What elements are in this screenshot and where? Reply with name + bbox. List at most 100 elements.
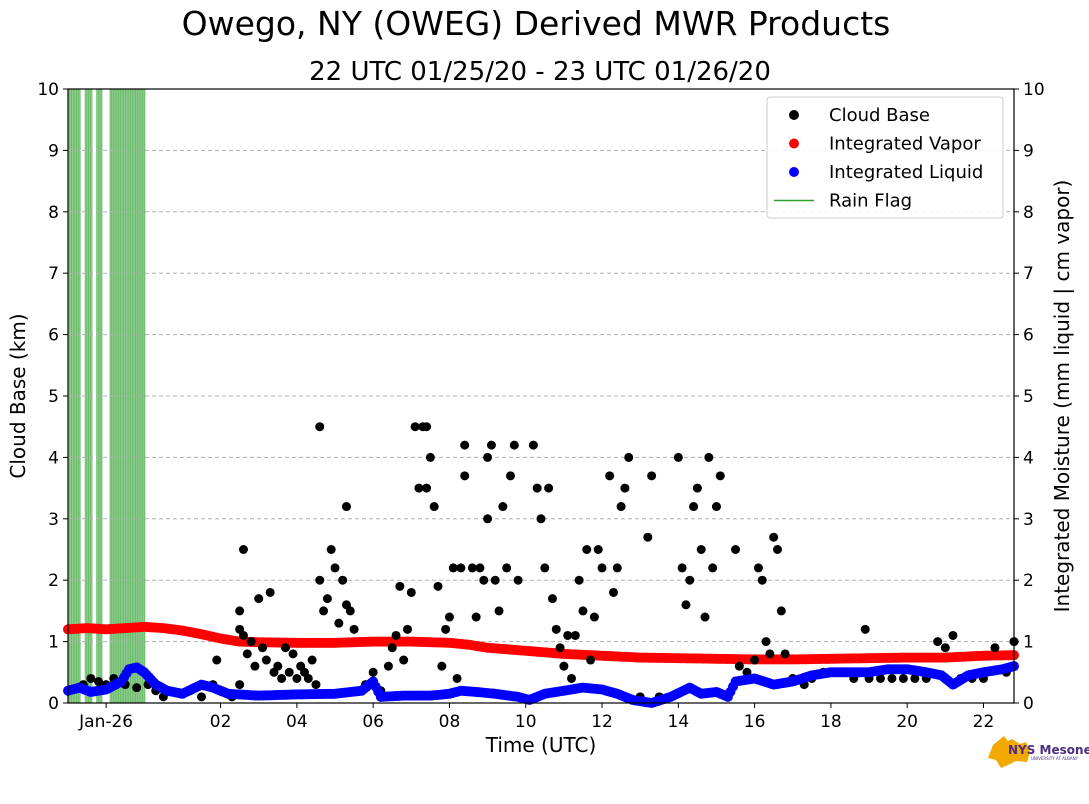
cloud-base-point [311,680,321,690]
cloud-base-point [685,575,695,585]
y-tick-label-right: 2 [1023,571,1034,591]
y-tick-label-left: 0 [48,694,59,714]
x-tick-label: 12 [591,712,613,732]
cloud-base-point [620,483,630,493]
cloud-base-point [437,661,447,671]
cloud-base-point [444,612,454,622]
cloud-base-point [322,594,332,604]
cloud-base-point [387,643,397,653]
cloud-base-point [197,692,207,702]
cloud-base-point [433,581,443,591]
y-ticks-right: 0 1 2 3 4 5 6 7 8 9 10 [1014,80,1045,714]
cloud-base-point [597,563,607,573]
integrated-vapor-series [63,621,1019,665]
cloud-base-point [494,606,504,616]
y-tick-label-left: 1 [48,633,59,653]
cloud-base-point [586,655,596,665]
legend-label: Rain Flag [829,191,912,212]
cloud-base-point [425,452,435,462]
y-tick-label-right: 10 [1023,80,1045,100]
cloud-base-point [551,624,561,634]
cloud-base-point [898,673,908,683]
cloud-base-point [734,661,744,671]
cloud-base-point [509,440,519,450]
x-tick-label: 08 [439,712,461,732]
cloud-base-point [448,563,458,573]
cloud-base-point [277,673,287,683]
cloud-base-point [406,587,416,597]
cloud-base-point [238,545,248,554]
logo-text: NYS Mesonet [1008,743,1089,757]
cloud-base-point [422,422,432,432]
cloud-base-point [86,673,96,683]
cloud-base-point [460,471,470,481]
cloud-base-point [483,452,493,462]
cloud-base-point [265,587,275,597]
cloud-base-point [647,471,657,481]
y-ticks-left: 0 1 2 3 4 5 6 7 8 9 10 [37,80,68,714]
cloud-base-point [402,624,412,634]
y-tick-label-right: 0 [1023,694,1034,714]
y-tick-label-left: 8 [48,203,59,223]
cloud-base-point [692,483,702,493]
cloud-base-point [605,471,615,481]
cloud-base-point [940,643,950,653]
legend: Cloud Base Integrated Vapor Integrated Liq… [766,96,1004,219]
cloud-base-point [452,673,462,683]
y-tick-label-left: 4 [48,448,59,468]
cloud-base-point [677,563,687,573]
cloud-base-point [250,661,260,671]
x-tick-label: 22 [973,712,995,732]
legend-box [766,96,1004,219]
cloud-base-point [681,600,691,610]
cloud-base-point [776,606,786,616]
legend-label: Integrated Vapor [829,134,981,155]
x-tick-label: 10 [515,712,537,732]
cloud-base-point [643,532,653,542]
cloud-base-point [410,422,420,432]
x-tick-label: 20 [896,712,918,732]
y-tick-label-right: 7 [1023,264,1034,284]
cloud-base-point [395,581,405,591]
cloud-base-point [490,575,500,585]
x-tick-label: 18 [820,712,842,732]
cloud-base-point [948,630,958,640]
y-axis-label-right: Integrated Moisture (mm liquid | cm vapo… [1050,180,1074,613]
cloud-base-point [574,575,584,585]
cloud-base-point [475,563,485,573]
cloud-base-point [582,545,592,554]
y-tick-label-left: 5 [48,387,59,407]
cloud-base-point [769,532,779,542]
cloud-base-point [696,545,706,554]
y-tick-label-right: 6 [1023,326,1034,346]
y-tick-label-right: 5 [1023,387,1034,407]
cloud-base-point [345,606,355,616]
cloud-base-point [578,606,588,616]
cloud-base-point [616,502,626,512]
y-tick-label-right: 4 [1023,448,1034,468]
cloud-base-point [624,452,634,462]
cloud-base-point [341,502,351,512]
cloud-base-point [887,673,897,683]
cloud-base-point [235,680,245,690]
cloud-base-point [505,471,515,481]
cloud-base-point [212,655,222,665]
cloud-base-point [246,637,256,647]
x-ticks: Jan-26 02 04 06 08 10 12 14 16 18 20 22 [78,703,994,732]
cloud-base-point [414,483,424,493]
cloud-base-point [589,612,599,622]
cloud-base-point [536,514,546,524]
cloud-base-point [715,471,725,481]
y-tick-label-right: 8 [1023,203,1034,223]
x-tick-label: 16 [744,712,766,732]
cloud-base-point [242,649,252,659]
y-tick-label-left: 10 [37,80,59,100]
cloud-base-point [258,643,268,653]
cloud-base-point [235,606,245,616]
cloud-base-point [460,440,470,450]
cloud-base-point [731,545,741,554]
cloud-base-point [502,563,512,573]
x-tick-label: Jan-26 [78,712,133,732]
cloud-base-point [483,514,493,524]
y-tick-label-left: 7 [48,264,59,284]
